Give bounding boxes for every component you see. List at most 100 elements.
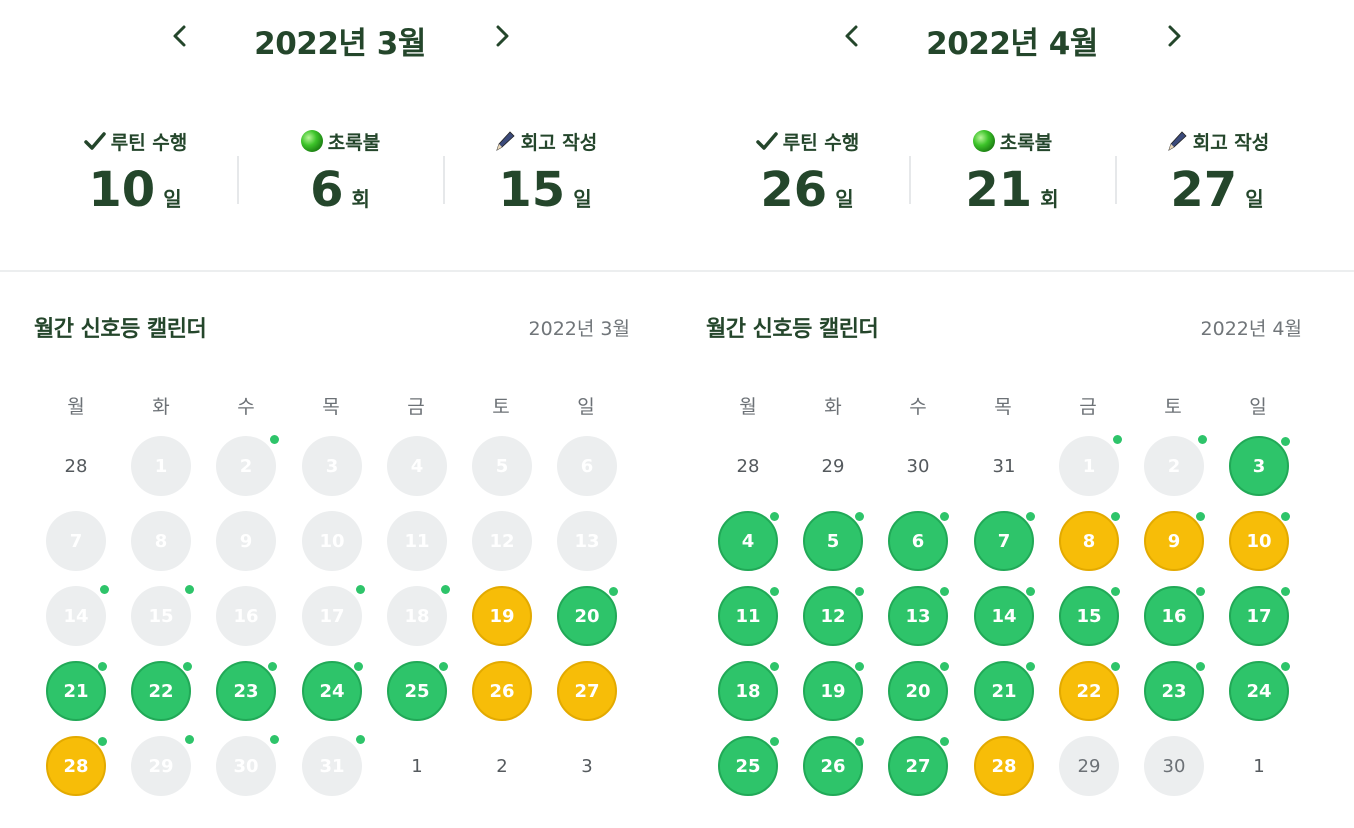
calendar-day[interactable]: 26 <box>472 661 532 721</box>
calendar-day[interactable]: 23 <box>1144 661 1205 721</box>
calendar-day[interactable]: 22 <box>1059 661 1120 721</box>
calendar-day[interactable]: 10 <box>302 511 362 571</box>
calendar-day[interactable]: 16 <box>1144 586 1205 646</box>
calendar-day[interactable]: 24 <box>302 661 363 721</box>
calendar-day[interactable]: 30 <box>1144 736 1204 796</box>
calendar-day[interactable]: 28 <box>46 436 106 496</box>
calendar-day[interactable]: 9 <box>216 511 276 571</box>
day-number: 28 <box>991 755 1017 777</box>
calendar-day[interactable]: 23 <box>216 661 277 721</box>
calendar-day[interactable]: 3 <box>1229 436 1290 496</box>
calendar-day[interactable]: 21 <box>974 661 1035 721</box>
calendar-day[interactable]: 14 <box>46 585 109 646</box>
day-number: 29 <box>148 755 174 777</box>
calendar-day[interactable]: 15 <box>1059 586 1120 646</box>
calendar-day[interactable]: 18 <box>387 585 450 646</box>
calendar-day[interactable]: 1 <box>1059 435 1122 496</box>
completion-dot <box>1196 587 1205 596</box>
calendar-day[interactable]: 14 <box>974 586 1035 646</box>
calendar-day[interactable]: 24 <box>1229 661 1290 721</box>
calendar-day[interactable]: 30 <box>216 735 279 796</box>
calendar-day[interactable]: 31 <box>974 436 1034 496</box>
calendar-day[interactable]: 19 <box>803 661 864 721</box>
calendar-day[interactable]: 11 <box>387 511 447 571</box>
calendar-day[interactable]: 4 <box>387 436 447 496</box>
calendar-day[interactable]: 7 <box>974 511 1035 571</box>
stat-value: 6 <box>310 162 344 218</box>
calendar-day[interactable]: 4 <box>718 511 779 571</box>
calendar-day[interactable]: 28 <box>46 736 107 796</box>
weekday-label: 월 <box>739 396 757 418</box>
calendar-day[interactable]: 2 <box>216 435 279 496</box>
calendar-day[interactable]: 25 <box>387 661 448 721</box>
day-number: 21 <box>63 680 89 702</box>
calendar-day[interactable]: 3 <box>302 436 362 496</box>
completion-dot <box>770 737 779 746</box>
stat-green-light: 초록불 21 회 <box>917 126 1107 214</box>
prev-month-button[interactable] <box>162 18 198 54</box>
calendar-day[interactable]: 29 <box>803 436 863 496</box>
calendar-day[interactable]: 18 <box>718 661 779 721</box>
day-number: 18 <box>404 605 430 627</box>
completion-dot <box>770 587 779 596</box>
calendar-day[interactable]: 13 <box>557 511 617 571</box>
calendar-day[interactable]: 12 <box>472 511 532 571</box>
completion-dot <box>1111 662 1120 671</box>
calendar-day[interactable]: 17 <box>302 585 365 646</box>
calendar-day[interactable]: 1 <box>387 736 447 796</box>
calendar-day[interactable]: 27 <box>888 736 949 796</box>
calendar-day[interactable]: 8 <box>131 511 191 571</box>
day-number: 2 <box>1167 455 1181 477</box>
calendar-day[interactable]: 28 <box>718 436 778 496</box>
day-number: 1 <box>1253 755 1265 777</box>
next-month-button[interactable] <box>484 18 520 54</box>
calendar-day[interactable]: 8 <box>1059 511 1120 571</box>
day-number: 8 <box>1082 530 1096 552</box>
weekday-label: 금 <box>1079 396 1097 418</box>
calendar-day[interactable]: 1 <box>1229 736 1289 796</box>
chevron-right-icon <box>496 25 509 47</box>
day-number: 9 <box>1167 530 1181 552</box>
calendar-day[interactable]: 9 <box>1144 511 1205 571</box>
chevron-right-icon <box>1168 25 1181 47</box>
calendar-day[interactable]: 11 <box>718 586 779 646</box>
calendar-day[interactable]: 29 <box>1059 736 1119 796</box>
calendar-day[interactable]: 5 <box>472 436 532 496</box>
calendar-day[interactable]: 20 <box>557 586 618 646</box>
calendar-day[interactable]: 25 <box>718 736 779 796</box>
next-month-button[interactable] <box>1156 18 1192 54</box>
calendar-day[interactable]: 20 <box>888 661 949 721</box>
calendar-day[interactable]: 12 <box>803 586 864 646</box>
calendar-day[interactable]: 2 <box>472 736 532 796</box>
calendar-day[interactable]: 10 <box>1229 511 1290 571</box>
calendar-day[interactable]: 7 <box>46 511 106 571</box>
calendar-day[interactable]: 19 <box>472 586 532 646</box>
calendar-day[interactable]: 26 <box>803 736 864 796</box>
completion-dot <box>855 512 864 521</box>
calendar-day[interactable]: 17 <box>1229 586 1290 646</box>
calendar-day[interactable]: 1 <box>131 436 191 496</box>
calendar-day[interactable]: 6 <box>557 436 617 496</box>
calendar-day[interactable]: 16 <box>216 586 276 646</box>
completion-dot <box>98 737 107 746</box>
day-number: 3 <box>1252 455 1266 477</box>
day-number: 23 <box>1161 680 1187 702</box>
calendar-day[interactable]: 22 <box>131 661 192 721</box>
calendar-day[interactable]: 30 <box>888 436 948 496</box>
calendar-day[interactable]: 21 <box>46 661 107 721</box>
day-number: 12 <box>489 530 515 552</box>
calendar-day[interactable]: 28 <box>974 736 1034 796</box>
calendar-day[interactable]: 6 <box>888 511 949 571</box>
prev-month-button[interactable] <box>834 18 870 54</box>
calendar-day[interactable]: 15 <box>131 585 194 646</box>
pen-icon <box>495 131 515 151</box>
calendar-day[interactable]: 27 <box>557 661 617 721</box>
calendar-day[interactable]: 3 <box>557 736 617 796</box>
calendar-day[interactable]: 31 <box>302 735 365 796</box>
calendar-day[interactable]: 13 <box>888 586 949 646</box>
day-number: 16 <box>233 605 259 627</box>
calendar-day[interactable]: 5 <box>803 511 864 571</box>
day-number: 3 <box>325 455 339 477</box>
calendar-day[interactable]: 2 <box>1144 435 1207 496</box>
calendar-day[interactable]: 29 <box>131 735 194 796</box>
